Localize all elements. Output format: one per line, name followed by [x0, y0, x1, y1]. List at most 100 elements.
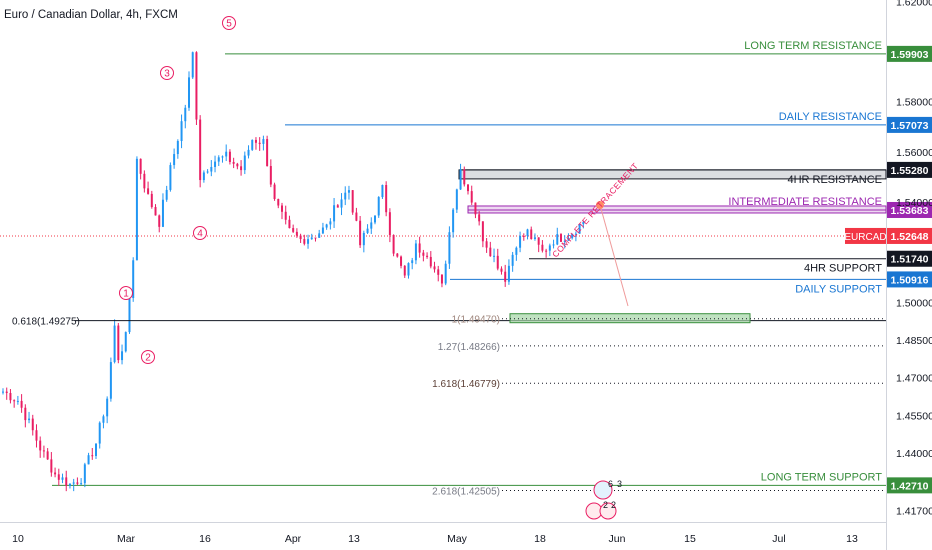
- candle-body: [437, 269, 440, 275]
- wave-label-circle: [119, 286, 133, 300]
- plot-area[interactable]: [0, 0, 886, 522]
- candle-body: [292, 228, 295, 232]
- price-tick-label: 1.48500: [896, 335, 932, 347]
- candle-body: [258, 142, 261, 144]
- candle-body: [80, 483, 83, 485]
- level-price-value: 1.51740: [891, 254, 929, 266]
- event-badge-ca-icon[interactable]: [599, 502, 617, 520]
- candle-body: [515, 247, 518, 255]
- candle-body: [452, 209, 455, 233]
- candle-body: [310, 237, 313, 240]
- candle-body: [236, 163, 239, 167]
- price-tick-label: 1.56000: [896, 147, 932, 159]
- wave-label-circle: [222, 16, 236, 30]
- wave-label-circle: [160, 66, 174, 80]
- candle-body: [121, 351, 124, 361]
- candle-body: [351, 190, 354, 213]
- candle-body: [288, 219, 291, 229]
- candle-body: [173, 154, 176, 166]
- current-price-value: 1.52648: [891, 231, 929, 243]
- candle-body: [347, 190, 350, 193]
- candle-body: [39, 440, 42, 451]
- candle-body: [217, 157, 220, 162]
- candle-body: [314, 237, 317, 239]
- candle-body: [321, 227, 324, 234]
- price-tick-label: 1.47000: [896, 373, 932, 385]
- price-tick-label: 1.58000: [896, 97, 932, 109]
- candle-body: [511, 254, 514, 266]
- candle-body: [295, 231, 298, 236]
- price-axis[interactable]: 1.62000 1.58000 1.56000 1.54000 1.50000 1.485…: [896, 0, 932, 518]
- fib-label: 1.27(1.48266): [438, 342, 500, 353]
- candle-body: [176, 141, 179, 155]
- candles: [2, 51, 585, 492]
- candle-body: [95, 443, 97, 457]
- level-price-tag: [887, 271, 932, 288]
- event-badge-eu-icon[interactable]: [593, 480, 613, 500]
- date-tick-label: 15: [684, 533, 696, 545]
- candle-body: [414, 243, 417, 261]
- candle-body: [325, 224, 328, 228]
- candle-body: [366, 228, 369, 233]
- candle-body: [329, 221, 332, 225]
- candle-body: [5, 391, 8, 394]
- date-tick-label: 16: [199, 533, 211, 545]
- candle-body: [284, 211, 287, 220]
- candle-body: [336, 205, 339, 208]
- candle-body: [504, 271, 507, 282]
- candle-body: [98, 422, 101, 444]
- candle-body: [455, 189, 458, 210]
- candle-body: [537, 237, 540, 245]
- wave-label: 2: [145, 353, 151, 364]
- candle-body: [526, 229, 529, 237]
- candle-body: [403, 265, 406, 276]
- candle-body: [496, 255, 499, 269]
- wave-label: 3: [164, 69, 170, 80]
- candle-body: [307, 239, 310, 244]
- symbol-tag: [845, 227, 886, 244]
- candle-body: [180, 121, 183, 142]
- candle-body: [429, 256, 432, 267]
- candle-body: [42, 450, 45, 452]
- candle-body: [362, 232, 365, 246]
- candle-body: [567, 238, 570, 241]
- candle-body: [210, 166, 213, 172]
- wave-label: 1: [123, 289, 129, 300]
- symbol-tag-label: EURCAD: [844, 232, 886, 243]
- candle-body: [440, 274, 443, 284]
- candle-body: [533, 237, 536, 239]
- candle-body: [444, 263, 447, 284]
- retracement-anchor: [596, 201, 604, 209]
- candle-body: [530, 229, 533, 239]
- candle-body: [422, 252, 425, 256]
- candle-body: [563, 240, 566, 242]
- candle-body: [31, 418, 34, 431]
- candle-body: [470, 191, 473, 203]
- wave-label: 4: [197, 229, 203, 240]
- fib-label: 0.618(1.49275): [12, 317, 80, 328]
- candle-body: [16, 400, 19, 402]
- candle-body: [188, 77, 190, 108]
- time-axis[interactable]: 10 Mar 16 Apr 13 May 18 Jun 15 Jul 13: [12, 533, 858, 545]
- candle-body: [228, 151, 231, 162]
- fib-label: 1(1.49470): [452, 315, 500, 326]
- candle-body: [102, 416, 105, 423]
- candle-body: [9, 393, 12, 401]
- candle-body: [109, 362, 112, 399]
- candle-body: [124, 332, 127, 352]
- candle-body: [548, 245, 551, 251]
- fib-label: 1.618(1.46779): [432, 379, 500, 390]
- candle-body: [243, 155, 246, 171]
- candle-body: [273, 184, 276, 200]
- candle-body: [552, 244, 555, 246]
- candle-body: [232, 161, 235, 164]
- candle-body: [83, 464, 86, 484]
- date-tick-label: 18: [534, 533, 546, 545]
- candle-body: [411, 260, 414, 264]
- candle-body: [199, 119, 202, 181]
- candle-body: [426, 255, 429, 257]
- candle-body: [541, 244, 544, 251]
- candle-body: [396, 253, 399, 257]
- candle-body: [519, 235, 522, 248]
